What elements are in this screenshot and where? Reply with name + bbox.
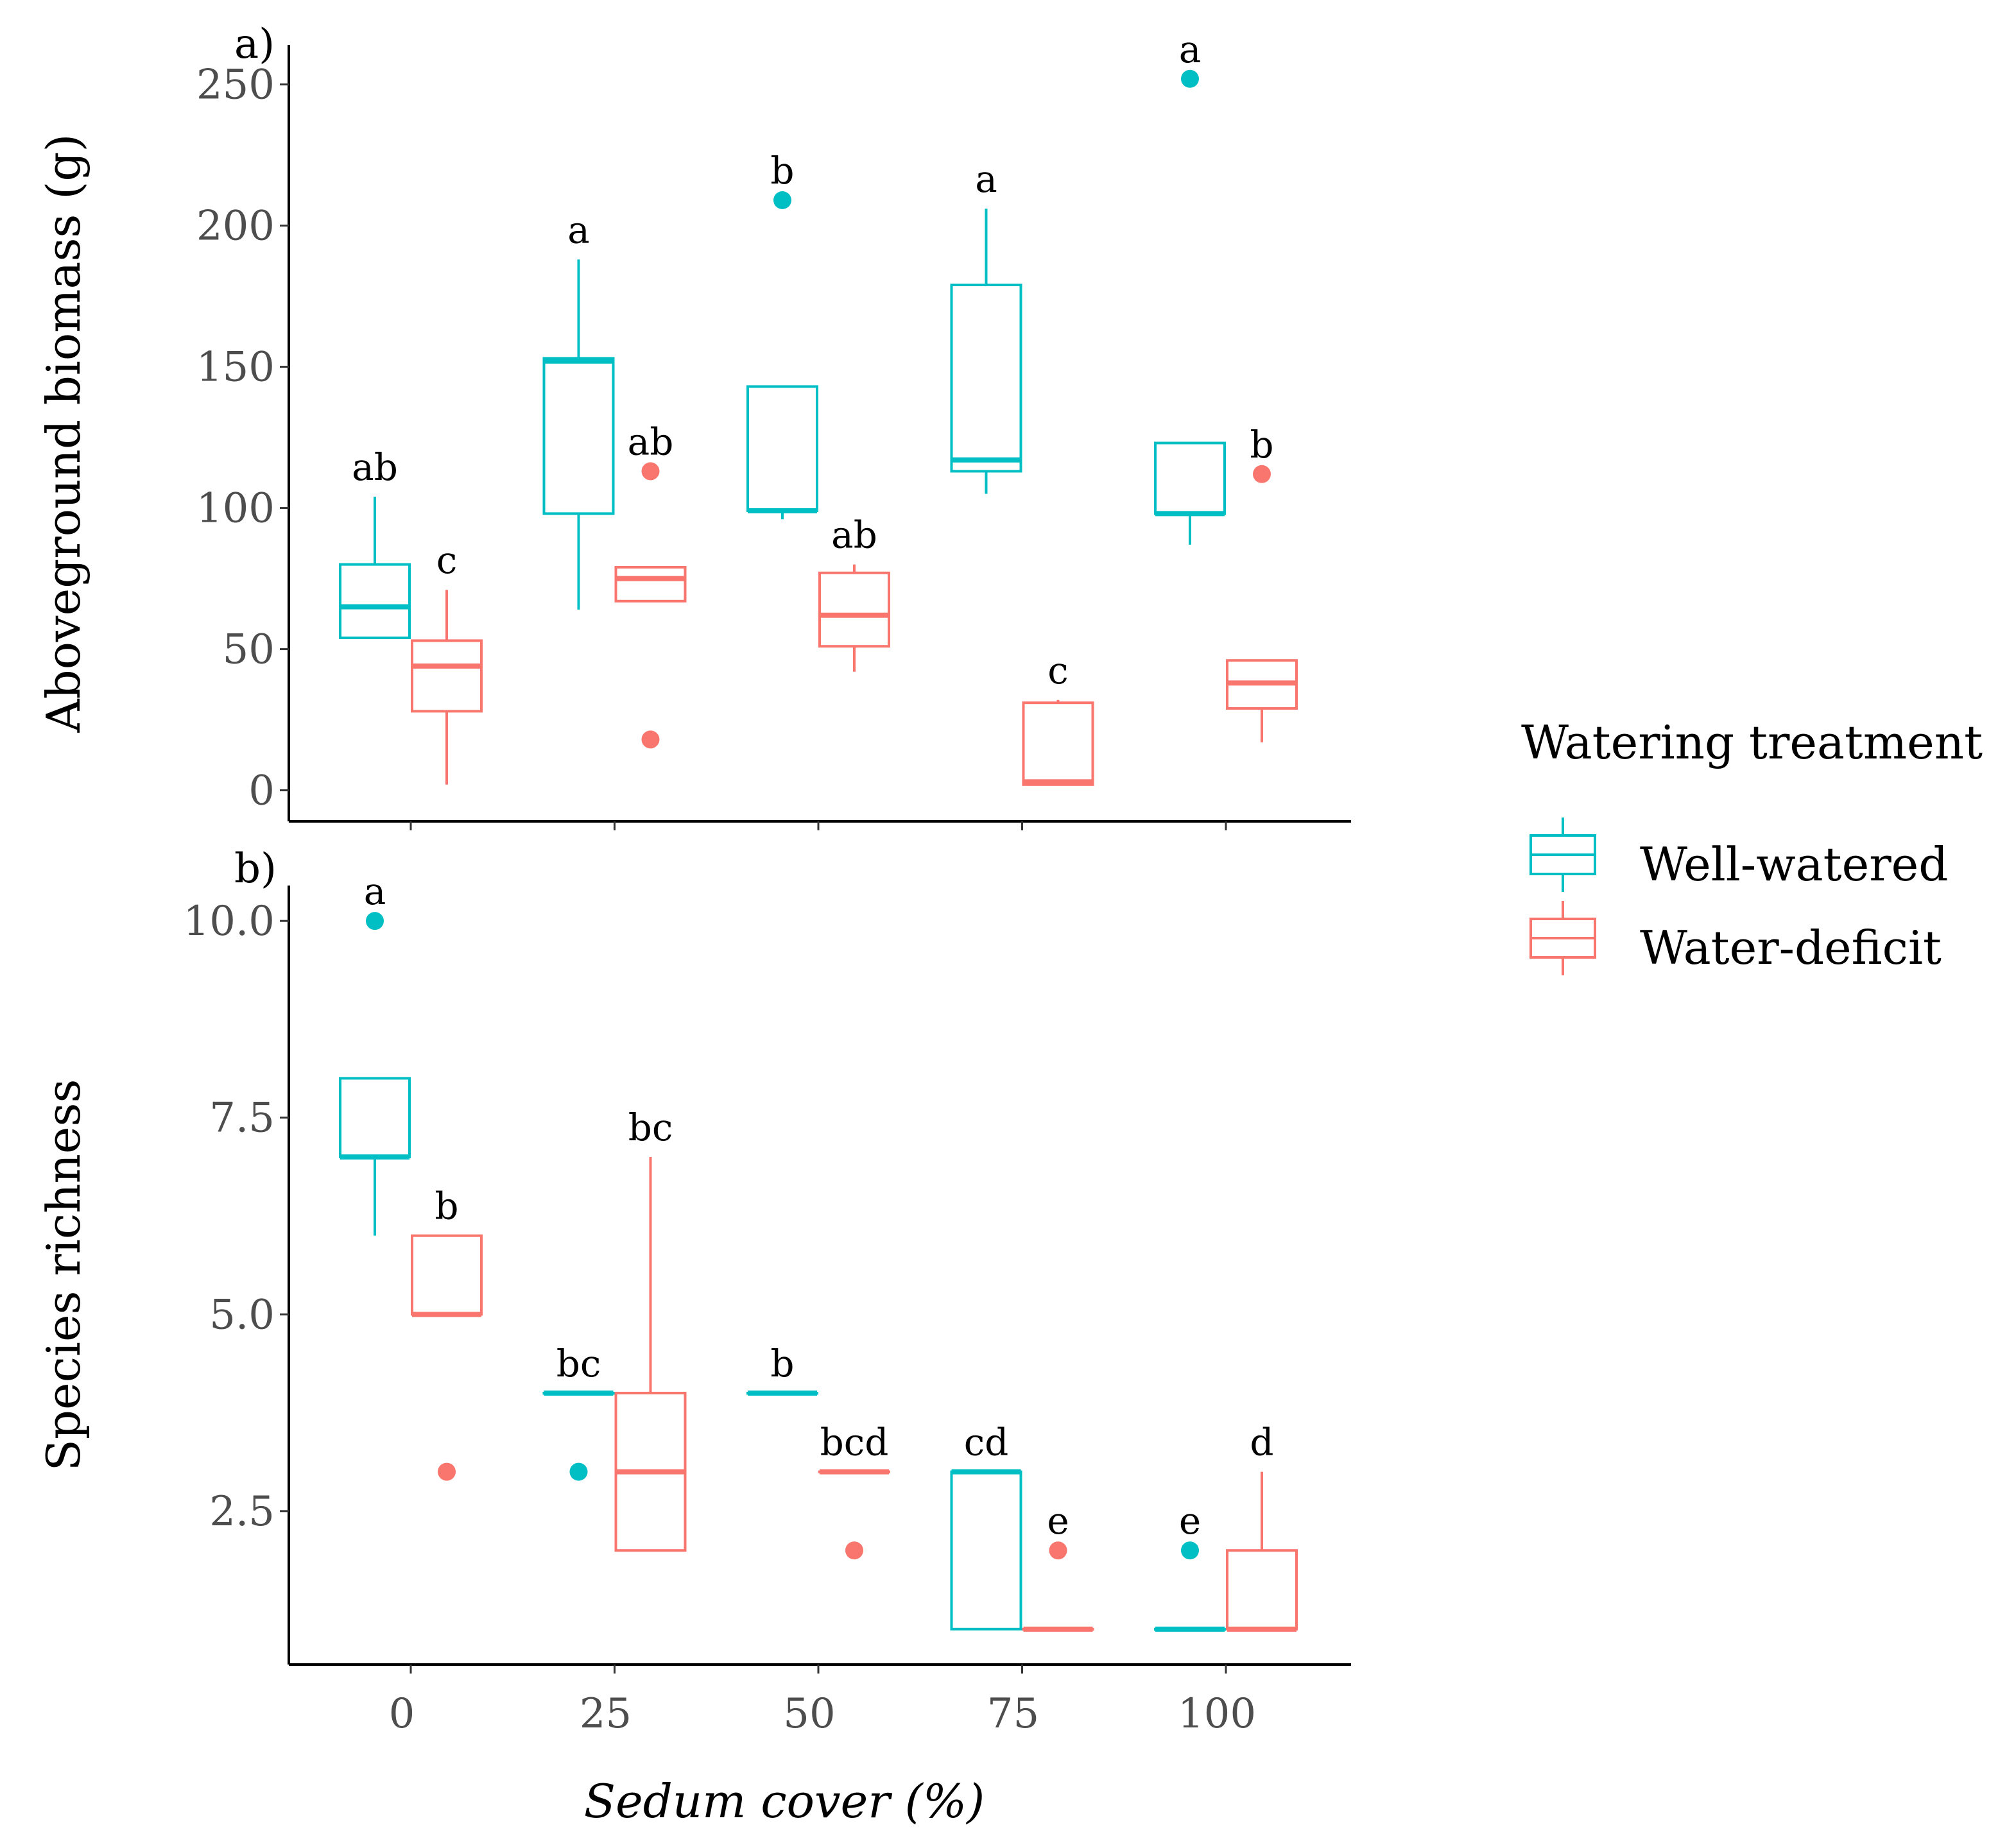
- significance-letter: c: [1047, 649, 1068, 692]
- outlier-point: [438, 1462, 456, 1481]
- significance-letter: bc: [556, 1342, 601, 1385]
- box-group: a: [1154, 28, 1226, 545]
- box-group: b: [746, 1342, 818, 1396]
- outlier-point: [641, 462, 660, 481]
- legend-title: Watering treatment: [1521, 715, 1983, 769]
- legend-label-well-watered: Well-watered: [1640, 837, 1948, 891]
- y-tick-label: 50: [223, 626, 275, 674]
- outlier-point: [845, 1541, 863, 1560]
- significance-letter: a: [975, 157, 997, 201]
- box-iqr: [339, 563, 411, 639]
- box-group: ab: [614, 420, 687, 749]
- y-tick-label: 2.5: [209, 1488, 275, 1536]
- panel-label: a): [234, 21, 275, 68]
- box-iqr: [339, 1077, 411, 1159]
- significance-letter: b: [770, 1342, 794, 1385]
- outlier-point: [773, 191, 791, 209]
- significance-letter: e: [1047, 1499, 1069, 1543]
- box-group: bc: [542, 1342, 615, 1481]
- box-group: a: [950, 157, 1022, 494]
- legend-key-well-watered: [1529, 818, 1596, 892]
- significance-letter: b: [1250, 423, 1273, 467]
- significance-letter: c: [436, 538, 457, 582]
- x-tick-label: 50: [783, 1690, 835, 1738]
- box-iqr: [1154, 441, 1226, 515]
- outlier-point: [569, 1462, 588, 1481]
- legend-label-water-deficit: Water-deficit: [1640, 921, 1942, 975]
- box-iqr: [1022, 701, 1094, 786]
- x-tick-label: 0: [389, 1690, 415, 1738]
- significance-letter: bcd: [820, 1421, 889, 1464]
- y-tick-label: 100: [196, 485, 275, 533]
- significance-letter: a: [567, 208, 590, 252]
- significance-letter: ab: [352, 445, 398, 489]
- legend-key-water-deficit: [1529, 901, 1596, 975]
- box-group: b: [1226, 423, 1298, 742]
- box-group: bc: [614, 1106, 687, 1552]
- outlier-point: [1049, 1541, 1067, 1560]
- x-tick-label: 100: [1178, 1690, 1256, 1738]
- y-tick-label: 200: [196, 203, 275, 250]
- panel-b-richness: 2.5 5.0 7.5 10.0 0 25 50 75 100 Species richness b…: [37, 845, 1351, 1738]
- significance-letter: b: [435, 1185, 458, 1228]
- x-tick-label: 75: [987, 1690, 1039, 1738]
- box-iqr: [411, 1234, 483, 1316]
- box-group: ab: [818, 513, 890, 672]
- box-iqr: [411, 639, 483, 713]
- y-tick-label: 0: [248, 767, 275, 815]
- x-axis-title: Sedum cover (%): [584, 1774, 985, 1828]
- outlier-point: [1181, 1541, 1199, 1560]
- box-group: c: [1022, 649, 1094, 786]
- y-tick-label: 150: [196, 344, 275, 391]
- y-tick-label: 250: [196, 62, 275, 109]
- box-group: d: [1226, 1421, 1298, 1632]
- y-tick-label: 5.0: [209, 1291, 275, 1339]
- box-group: b: [746, 149, 818, 520]
- y-axis-title: Species richness: [37, 1079, 90, 1471]
- box-group: ab: [339, 445, 411, 639]
- significance-letter: b: [770, 149, 794, 193]
- box-iqr: [542, 357, 615, 515]
- legend: Watering treatment Well-watered Water-de…: [1521, 715, 1983, 975]
- box-iqr: [950, 284, 1022, 473]
- box-group: c: [411, 538, 483, 785]
- box-group: bcd: [818, 1421, 890, 1560]
- box-group: a: [542, 208, 615, 610]
- significance-letter: cd: [964, 1421, 1009, 1464]
- box-group: b: [411, 1185, 483, 1481]
- x-tick-label: 25: [580, 1690, 632, 1738]
- y-axis-title: Aboveground biomass (g): [37, 133, 90, 733]
- box-group: e: [1154, 1499, 1226, 1632]
- significance-letter: ab: [831, 513, 877, 557]
- outlier-point: [641, 730, 660, 749]
- box-group: e: [1022, 1499, 1094, 1632]
- significance-letter: a: [1179, 28, 1202, 71]
- box-iqr: [746, 385, 818, 513]
- box-iqr: [614, 566, 687, 603]
- panel-label: b): [234, 845, 277, 893]
- y-tick-label: 7.5: [209, 1095, 275, 1142]
- panel-a-biomass: 0 50 100 150 200 250 Aboveground biomass (g) a)…: [37, 21, 1351, 830]
- box-group: a: [339, 869, 411, 1236]
- significance-letter: d: [1250, 1421, 1273, 1464]
- significance-letter: ab: [628, 420, 674, 463]
- box-iqr: [818, 571, 890, 648]
- outlier-point: [1181, 69, 1199, 88]
- significance-letter: a: [364, 869, 386, 913]
- outlier-point: [366, 912, 384, 930]
- box-iqr: [950, 1470, 1022, 1631]
- outlier-point: [1253, 465, 1271, 483]
- box-iqr: [1226, 1549, 1298, 1631]
- y-tick-label: 10.0: [184, 898, 275, 945]
- box-group: cd: [950, 1421, 1022, 1631]
- significance-letter: bc: [628, 1106, 673, 1149]
- significance-letter: e: [1179, 1499, 1201, 1543]
